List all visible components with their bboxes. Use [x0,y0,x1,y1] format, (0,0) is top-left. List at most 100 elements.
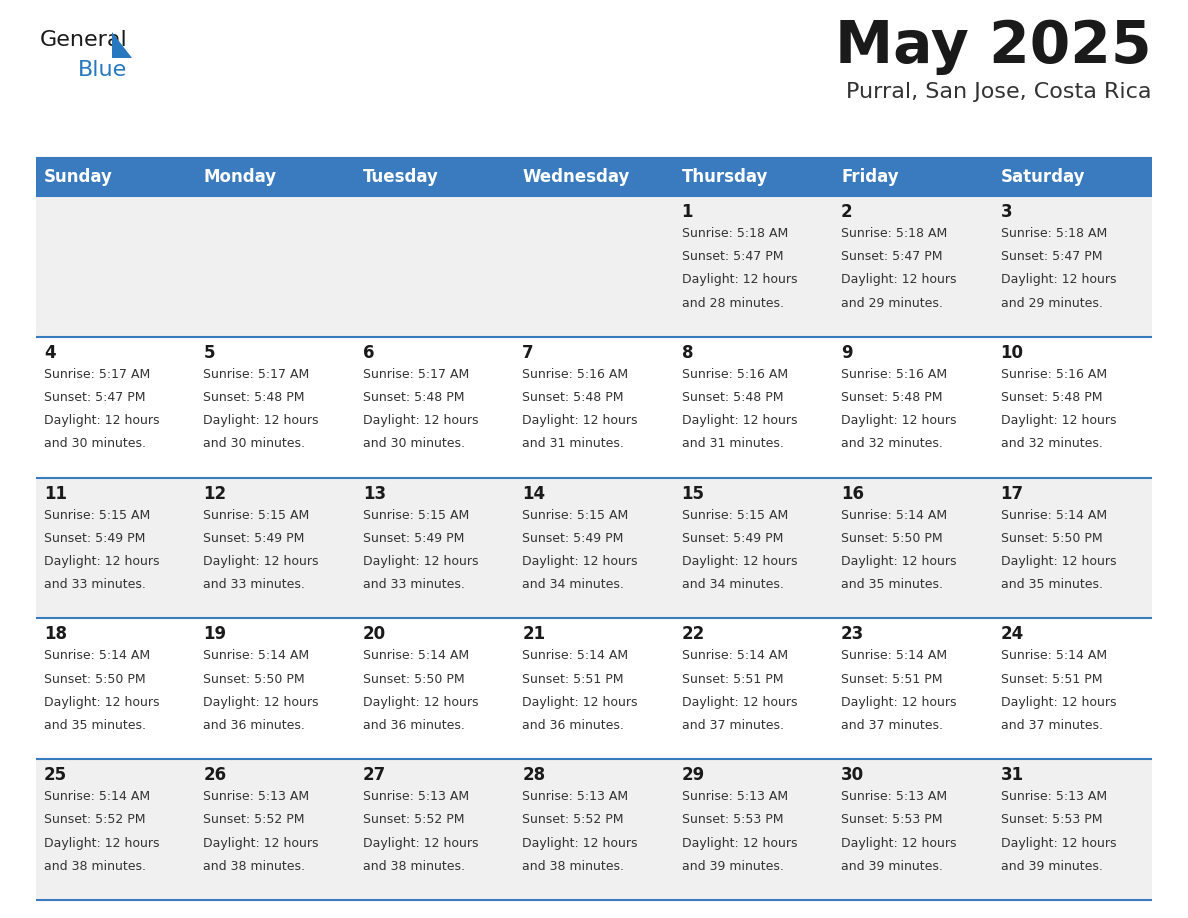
Text: and 38 minutes.: and 38 minutes. [203,860,305,873]
Text: Sunrise: 5:14 AM: Sunrise: 5:14 AM [362,649,469,663]
Text: Monday: Monday [203,168,277,186]
Text: Sunrise: 5:15 AM: Sunrise: 5:15 AM [523,509,628,521]
Text: Sunrise: 5:18 AM: Sunrise: 5:18 AM [682,227,788,240]
Text: and 35 minutes.: and 35 minutes. [841,578,943,591]
Text: 16: 16 [841,485,864,503]
Text: Daylight: 12 hours: Daylight: 12 hours [682,696,797,709]
Text: Sunset: 5:50 PM: Sunset: 5:50 PM [203,673,305,686]
Text: 26: 26 [203,767,227,784]
Text: Sunrise: 5:13 AM: Sunrise: 5:13 AM [362,790,469,803]
Text: Sunset: 5:48 PM: Sunset: 5:48 PM [682,391,783,404]
Text: Daylight: 12 hours: Daylight: 12 hours [841,555,956,568]
Text: Sunset: 5:50 PM: Sunset: 5:50 PM [1000,532,1102,544]
Text: Sunset: 5:47 PM: Sunset: 5:47 PM [1000,251,1102,263]
Text: Sunset: 5:48 PM: Sunset: 5:48 PM [841,391,942,404]
Text: 13: 13 [362,485,386,503]
Text: Sunrise: 5:13 AM: Sunrise: 5:13 AM [682,790,788,803]
Text: Daylight: 12 hours: Daylight: 12 hours [1000,274,1116,286]
Text: Daylight: 12 hours: Daylight: 12 hours [203,414,318,427]
Text: Daylight: 12 hours: Daylight: 12 hours [841,274,956,286]
Bar [36,477,1152,619]
Text: 6: 6 [362,344,374,362]
Bar [36,196,1152,337]
Text: and 30 minutes.: and 30 minutes. [44,438,146,451]
Text: Sunrise: 5:16 AM: Sunrise: 5:16 AM [682,368,788,381]
Text: Sunrise: 5:15 AM: Sunrise: 5:15 AM [682,509,788,521]
Text: 8: 8 [682,344,693,362]
Text: Purral, San Jose, Costa Rica: Purral, San Jose, Costa Rica [847,82,1152,102]
Text: Sunset: 5:47 PM: Sunset: 5:47 PM [682,251,783,263]
Text: Daylight: 12 hours: Daylight: 12 hours [1000,836,1116,850]
Bar [36,337,1152,477]
Text: Sunset: 5:48 PM: Sunset: 5:48 PM [1000,391,1102,404]
Text: Sunrise: 5:14 AM: Sunrise: 5:14 AM [203,649,310,663]
Text: Sunrise: 5:15 AM: Sunrise: 5:15 AM [203,509,310,521]
Text: Sunset: 5:48 PM: Sunset: 5:48 PM [203,391,305,404]
Text: 19: 19 [203,625,227,644]
Text: and 36 minutes.: and 36 minutes. [523,719,624,732]
Text: 5: 5 [203,344,215,362]
Text: and 33 minutes.: and 33 minutes. [362,578,465,591]
Bar [36,158,1152,196]
Text: 2: 2 [841,203,853,221]
Text: Sunset: 5:51 PM: Sunset: 5:51 PM [841,673,942,686]
Text: Daylight: 12 hours: Daylight: 12 hours [44,414,159,427]
Text: Daylight: 12 hours: Daylight: 12 hours [682,274,797,286]
Text: Daylight: 12 hours: Daylight: 12 hours [362,414,479,427]
Text: Sunrise: 5:13 AM: Sunrise: 5:13 AM [203,790,310,803]
Text: and 35 minutes.: and 35 minutes. [1000,578,1102,591]
Text: Sunset: 5:49 PM: Sunset: 5:49 PM [362,532,465,544]
Text: 14: 14 [523,485,545,503]
Text: Sunset: 5:52 PM: Sunset: 5:52 PM [362,813,465,826]
Text: Blue: Blue [78,60,127,80]
Text: and 32 minutes.: and 32 minutes. [1000,438,1102,451]
Text: Saturday: Saturday [1000,168,1085,186]
Text: Wednesday: Wednesday [523,168,630,186]
Text: Daylight: 12 hours: Daylight: 12 hours [682,414,797,427]
Bar [36,619,1152,759]
Text: 10: 10 [1000,344,1024,362]
Text: Sunrise: 5:16 AM: Sunrise: 5:16 AM [1000,368,1107,381]
Text: May 2025: May 2025 [835,18,1152,75]
Text: and 29 minutes.: and 29 minutes. [841,297,943,309]
Text: 12: 12 [203,485,227,503]
Text: and 37 minutes.: and 37 minutes. [682,719,784,732]
Text: Sunrise: 5:13 AM: Sunrise: 5:13 AM [1000,790,1107,803]
Text: Sunrise: 5:18 AM: Sunrise: 5:18 AM [1000,227,1107,240]
Text: Sunrise: 5:15 AM: Sunrise: 5:15 AM [362,509,469,521]
Text: and 30 minutes.: and 30 minutes. [203,438,305,451]
Text: Sunset: 5:51 PM: Sunset: 5:51 PM [682,673,783,686]
Text: and 31 minutes.: and 31 minutes. [682,438,784,451]
Text: Sunset: 5:48 PM: Sunset: 5:48 PM [523,391,624,404]
Text: Sunday: Sunday [44,168,113,186]
Text: and 28 minutes.: and 28 minutes. [682,297,784,309]
Text: Sunrise: 5:14 AM: Sunrise: 5:14 AM [44,790,150,803]
Text: 9: 9 [841,344,853,362]
Text: Daylight: 12 hours: Daylight: 12 hours [841,414,956,427]
Text: and 32 minutes.: and 32 minutes. [841,438,943,451]
Text: Daylight: 12 hours: Daylight: 12 hours [1000,696,1116,709]
Text: Sunset: 5:51 PM: Sunset: 5:51 PM [1000,673,1102,686]
Text: Friday: Friday [841,168,899,186]
Text: and 29 minutes.: and 29 minutes. [1000,297,1102,309]
Text: Daylight: 12 hours: Daylight: 12 hours [682,555,797,568]
Text: and 34 minutes.: and 34 minutes. [523,578,624,591]
Text: Sunset: 5:52 PM: Sunset: 5:52 PM [44,813,145,826]
Text: Sunset: 5:51 PM: Sunset: 5:51 PM [523,673,624,686]
Text: Sunrise: 5:17 AM: Sunrise: 5:17 AM [203,368,310,381]
Text: and 35 minutes.: and 35 minutes. [44,719,146,732]
Text: 24: 24 [1000,625,1024,644]
Text: 30: 30 [841,767,864,784]
Text: Sunrise: 5:13 AM: Sunrise: 5:13 AM [841,790,947,803]
Text: Sunrise: 5:17 AM: Sunrise: 5:17 AM [44,368,150,381]
Text: and 34 minutes.: and 34 minutes. [682,578,784,591]
Text: Sunrise: 5:14 AM: Sunrise: 5:14 AM [841,649,947,663]
Text: and 39 minutes.: and 39 minutes. [682,860,784,873]
Text: 22: 22 [682,625,704,644]
Text: Sunrise: 5:17 AM: Sunrise: 5:17 AM [362,368,469,381]
Text: 21: 21 [523,625,545,644]
Text: and 38 minutes.: and 38 minutes. [523,860,624,873]
Text: Sunset: 5:53 PM: Sunset: 5:53 PM [1000,813,1102,826]
Text: Daylight: 12 hours: Daylight: 12 hours [523,555,638,568]
Text: and 36 minutes.: and 36 minutes. [362,719,465,732]
